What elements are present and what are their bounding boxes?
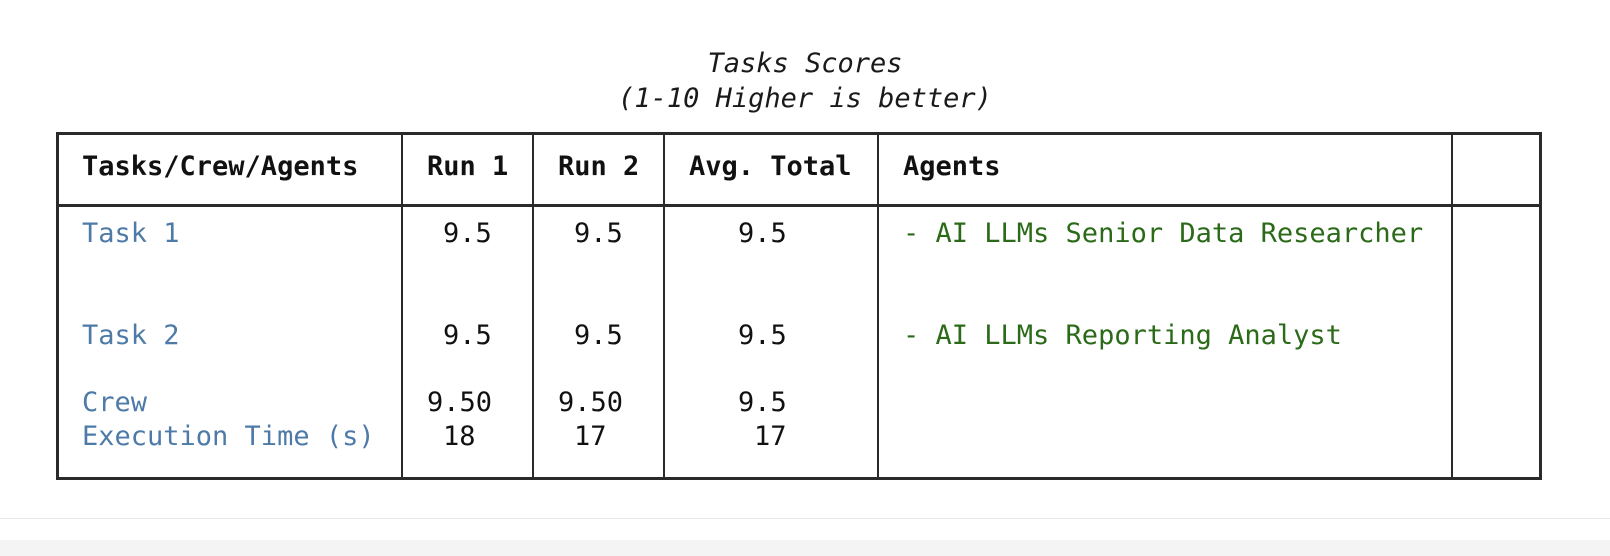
table-subtitle: (1-10 Higher is better) [618, 83, 992, 114]
execution-time-run-2: 17 [574, 421, 607, 452]
header-tasks: Tasks/Crew/Agents [82, 151, 359, 182]
execution-time-avg: 17 [754, 421, 787, 452]
row-label-task-2: Task 2 [82, 320, 180, 351]
column-divider [532, 135, 534, 477]
table-title: Tasks Scores [707, 48, 903, 79]
task-1-run-2: 9.5 [574, 218, 623, 249]
header-run-1: Run 1 [427, 151, 509, 182]
header-agents: Agents [903, 151, 1001, 182]
task-2-agents: - AI LLMs Reporting Analyst [903, 320, 1342, 351]
header-divider [59, 204, 1539, 207]
footer-strip [0, 540, 1610, 556]
column-divider [1451, 135, 1453, 477]
crew-run-1: 9.50 [427, 387, 493, 418]
row-label-crew: Crew [82, 387, 148, 418]
results-panel: Tasks Scores (1-10 Higher is better) Tas… [0, 48, 1610, 519]
crew-run-2: 9.50 [558, 387, 624, 418]
task-2-run-2: 9.5 [574, 320, 623, 351]
row-label-task-1: Task 1 [82, 218, 180, 249]
task-1-avg: 9.5 [738, 218, 787, 249]
header-avg-total: Avg. Total [689, 151, 852, 182]
column-divider [877, 135, 879, 477]
column-divider [663, 135, 665, 477]
row-label-execution-time: Execution Time (s) [82, 421, 375, 452]
header-run-2: Run 2 [558, 151, 640, 182]
column-divider [401, 135, 403, 477]
scores-table: Tasks/Crew/Agents Run 1 Run 2 Avg. Total… [56, 132, 1542, 480]
task-2-run-1: 9.5 [443, 320, 492, 351]
crew-avg: 9.5 [738, 387, 787, 418]
execution-time-run-1: 18 [443, 421, 476, 452]
task-1-agents: - AI LLMs Senior Data Researcher [903, 218, 1424, 249]
task-2-avg: 9.5 [738, 320, 787, 351]
task-1-run-1: 9.5 [443, 218, 492, 249]
